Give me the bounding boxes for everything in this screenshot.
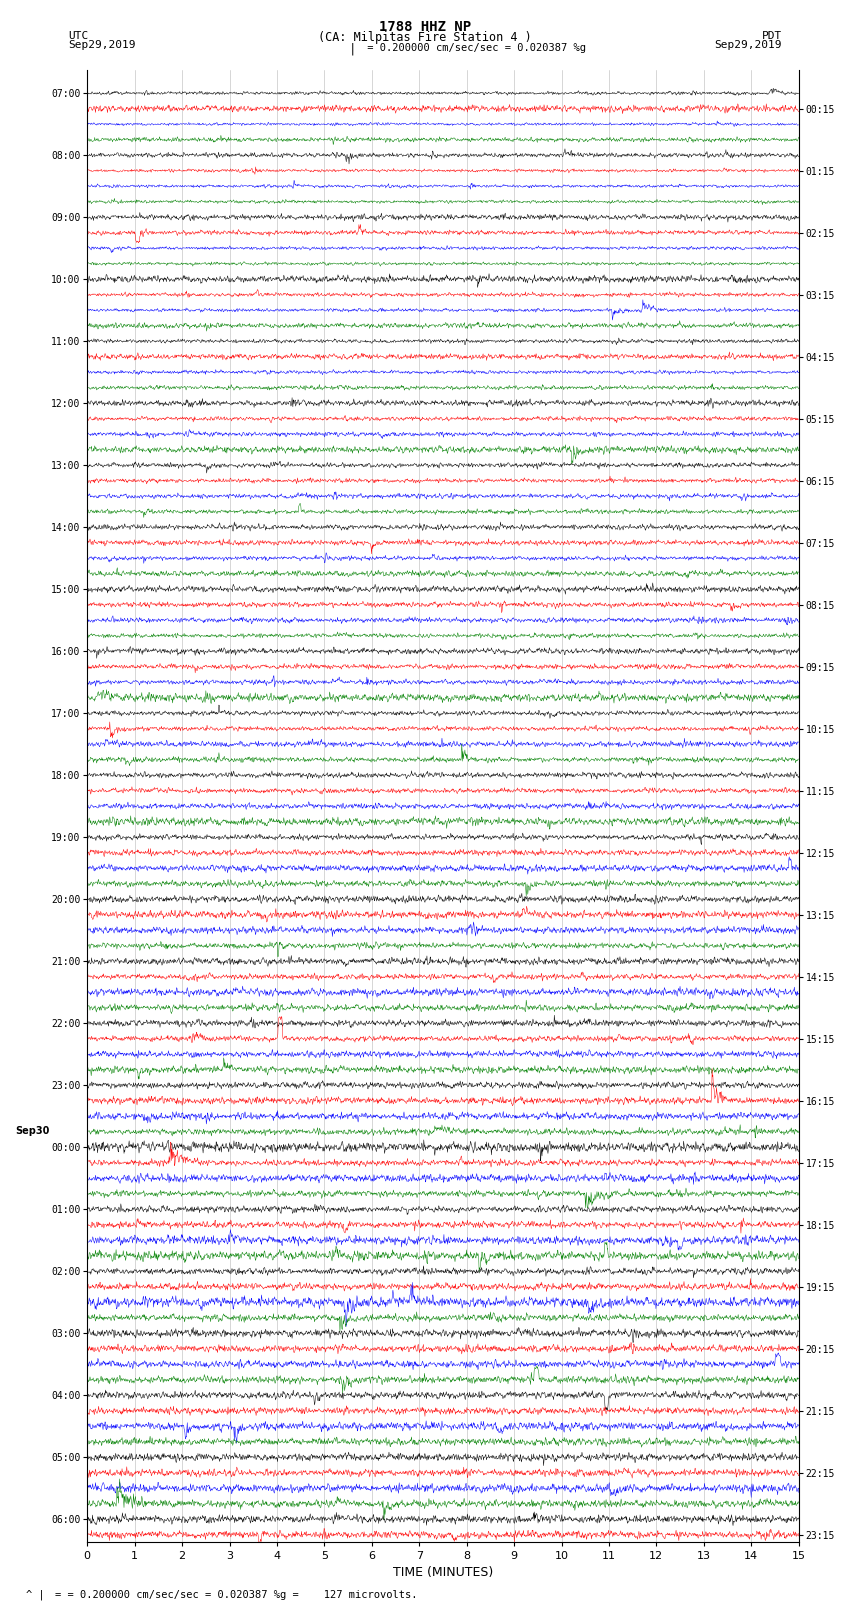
Text: Sep30: Sep30 (15, 1126, 49, 1136)
X-axis label: TIME (MINUTES): TIME (MINUTES) (393, 1566, 493, 1579)
Text: Sep29,2019: Sep29,2019 (715, 40, 782, 50)
Text: (CA: Milpitas Fire Station 4 ): (CA: Milpitas Fire Station 4 ) (318, 31, 532, 44)
Text: 1788 HHZ NP: 1788 HHZ NP (379, 19, 471, 34)
Text: Sep29,2019: Sep29,2019 (68, 40, 135, 50)
Text: UTC: UTC (68, 31, 88, 40)
Text: |: | (349, 44, 356, 56)
Text: PDT: PDT (762, 31, 782, 40)
Text: ^ |: ^ | (26, 1589, 44, 1600)
Text: = 0.200000 cm/sec/sec = 0.020387 %g: = 0.200000 cm/sec/sec = 0.020387 %g (361, 44, 586, 53)
Text: = = 0.200000 cm/sec/sec = 0.020387 %g =    127 microvolts.: = = 0.200000 cm/sec/sec = 0.020387 %g = … (55, 1590, 417, 1600)
